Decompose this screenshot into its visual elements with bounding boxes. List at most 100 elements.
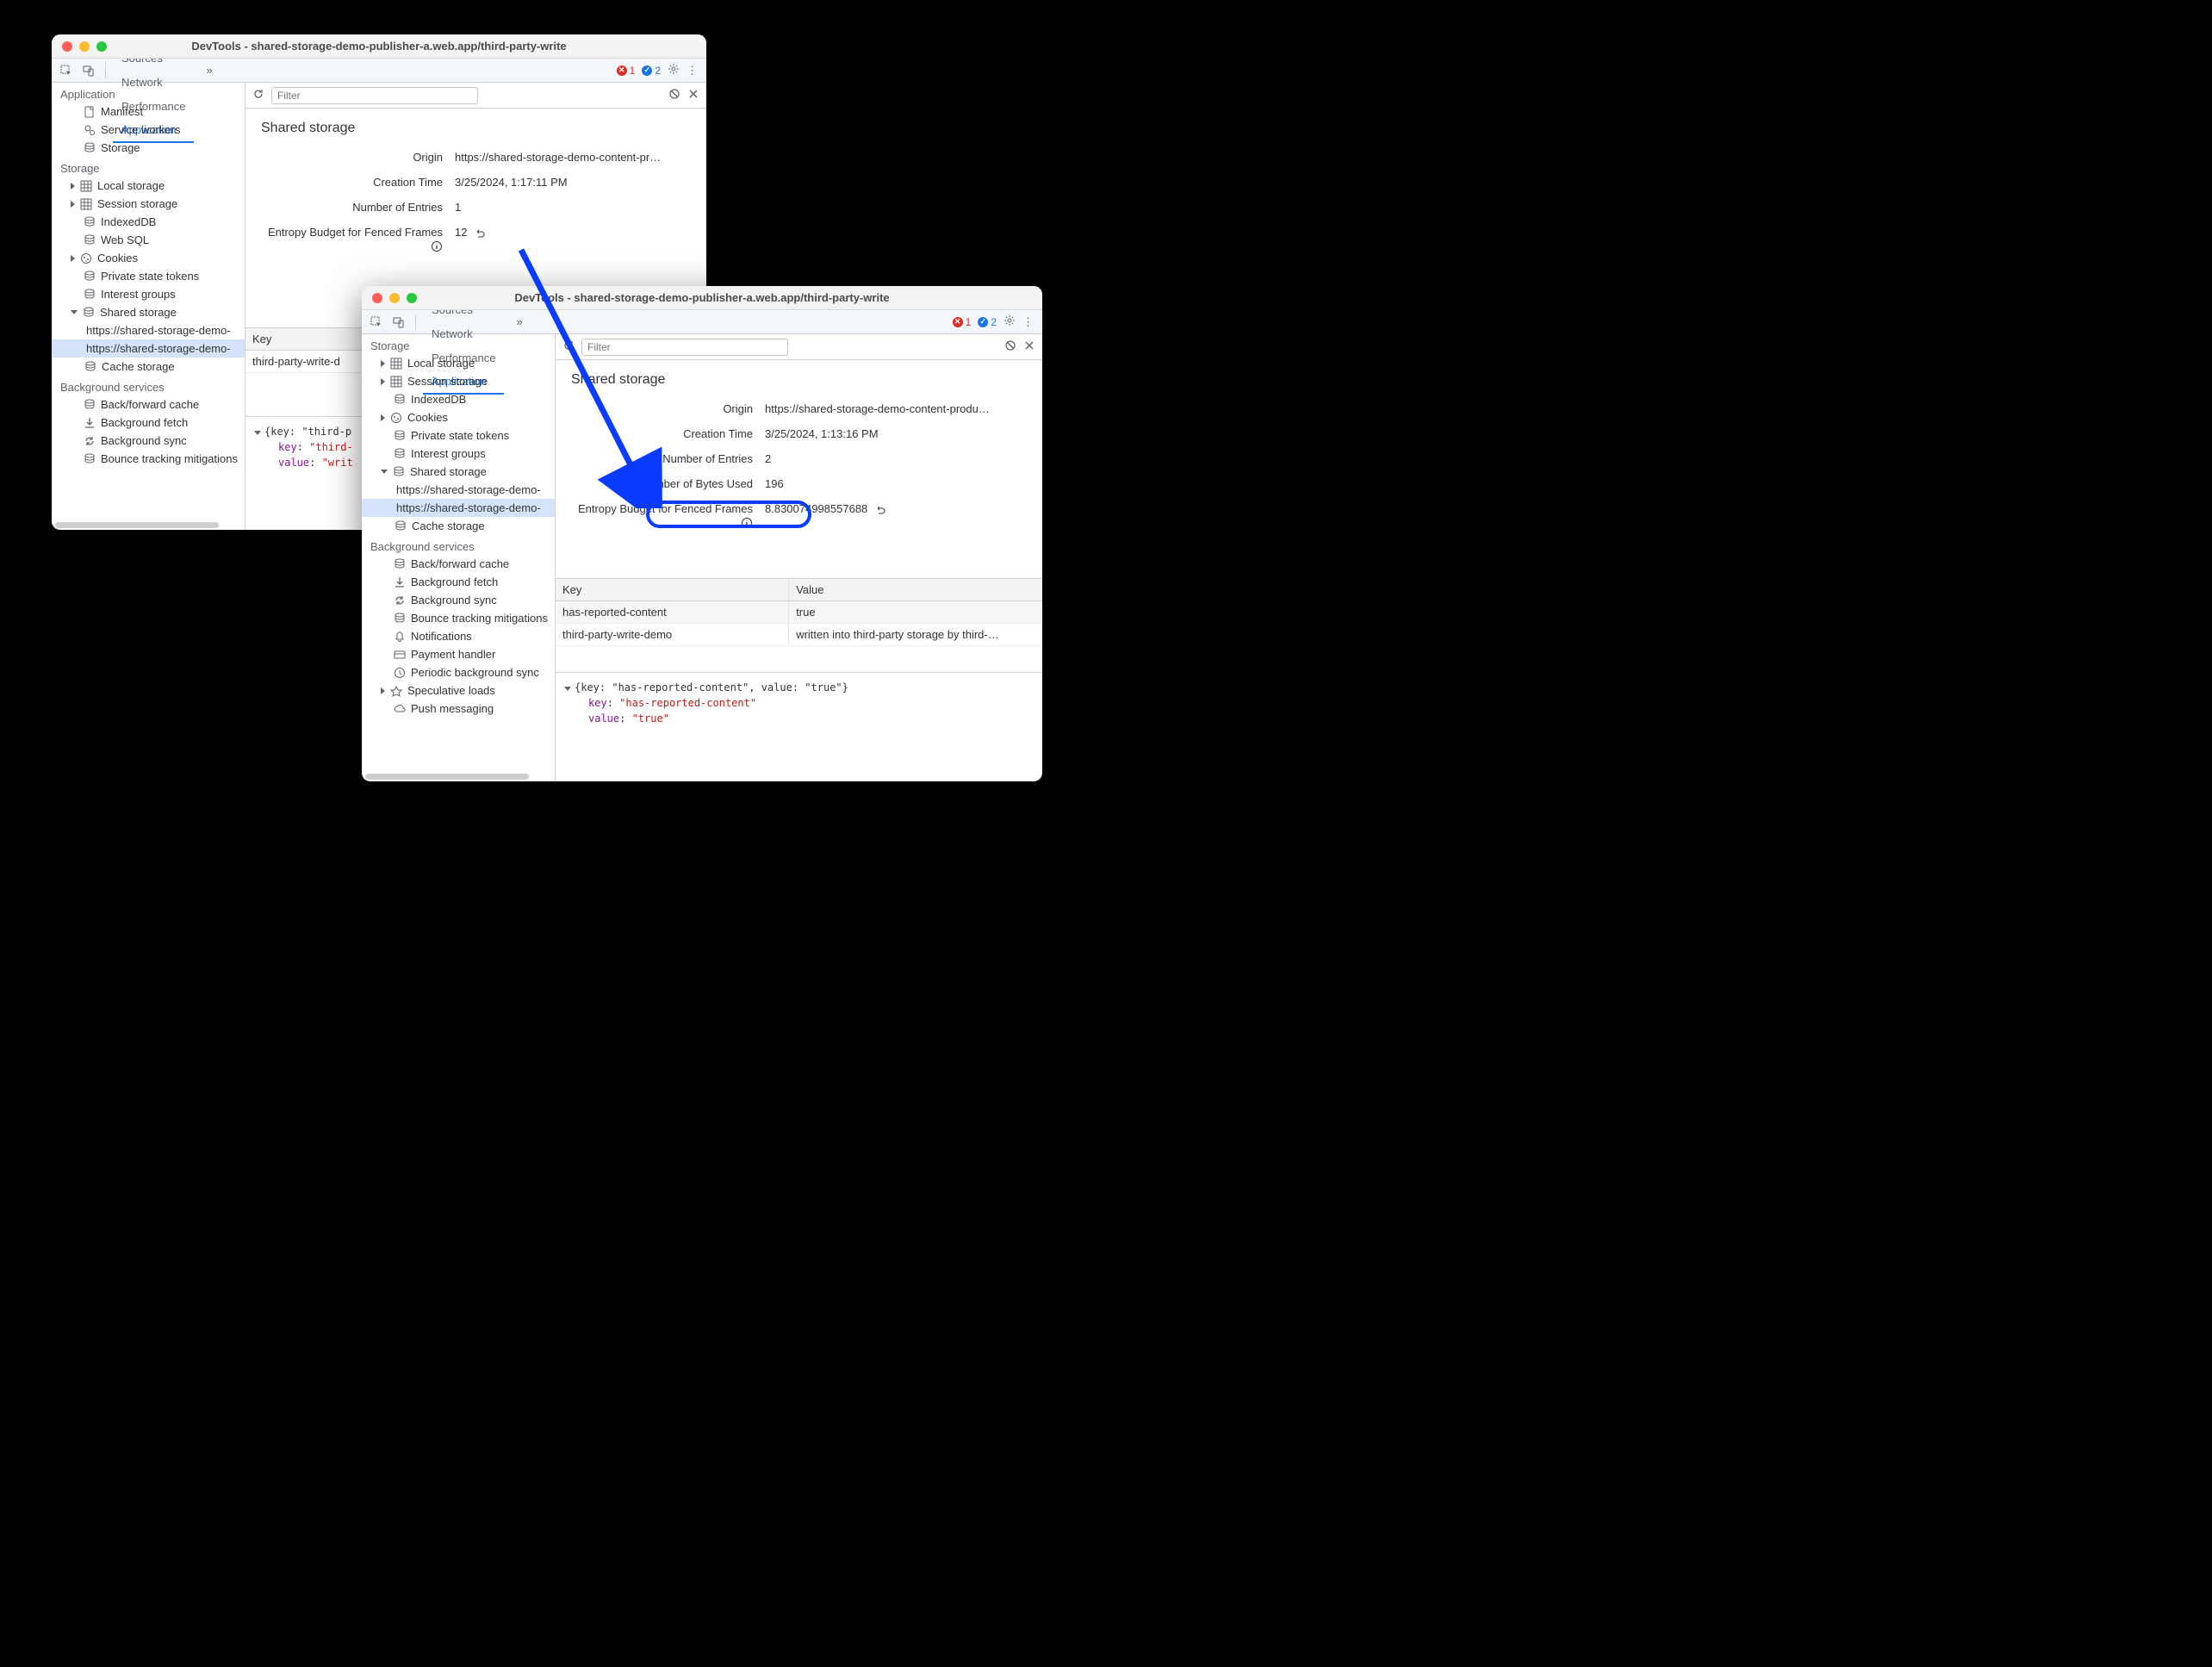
filter-input[interactable] [581, 339, 788, 356]
chevron-right-icon [381, 687, 385, 694]
sidebar-item-manifest[interactable]: Manifest [52, 103, 245, 121]
db-icon [84, 289, 96, 301]
sidebar-item-interest-groups[interactable]: Interest groups [52, 285, 245, 303]
zoom-traffic-light[interactable] [407, 293, 417, 303]
sidebar-item-push-messaging[interactable]: Push messaging [362, 700, 555, 718]
db-icon [393, 466, 405, 478]
kv-value: https://shared-storage-demo-content-prod… [765, 402, 990, 415]
settings-gear-icon[interactable] [668, 63, 680, 78]
sidebar-item-back-forward-cache[interactable]: Back/forward cache [52, 395, 245, 414]
sidebar-section-background-services: Background services [52, 376, 245, 395]
sidebar-item-web-sql[interactable]: Web SQL [52, 231, 245, 249]
sidebar-item-local-storage[interactable]: Local storage [52, 177, 245, 195]
sidebar-item-session-storage[interactable]: Session storage [52, 195, 245, 213]
close-traffic-light[interactable] [62, 41, 72, 52]
application-sidebar: Application ManifestService workersStora… [52, 83, 245, 530]
info-icon[interactable] [431, 240, 443, 252]
zoom-traffic-light[interactable] [96, 41, 107, 52]
chevron-right-icon [71, 201, 75, 208]
filter-input[interactable] [271, 87, 478, 104]
info-icon[interactable] [741, 517, 753, 529]
minimize-traffic-light[interactable] [79, 41, 90, 52]
kv-key: Creation Time [571, 427, 765, 440]
sidebar-item-bounce-tracking-mitigations[interactable]: Bounce tracking mitigations [52, 450, 245, 468]
sidebar-item-shared-origin[interactable]: https://shared-storage-demo- [362, 499, 555, 517]
sidebar-item-storage[interactable]: Storage [52, 139, 245, 157]
device-toggle-icon[interactable] [389, 316, 408, 328]
clear-icon[interactable] [668, 88, 680, 103]
undo-icon[interactable] [874, 504, 886, 516]
chevron-right-icon [381, 378, 385, 385]
error-badge[interactable]: ✕1 [617, 65, 636, 77]
issues-badge[interactable]: ✓2 [978, 316, 997, 328]
expand-toggle-icon[interactable] [564, 687, 571, 691]
table-cell-key: has-reported-content [556, 601, 789, 623]
sidebar-item-private-state-tokens[interactable]: Private state tokens [52, 267, 245, 285]
sidebar-item-back-forward-cache[interactable]: Back/forward cache [362, 555, 555, 573]
db-icon [84, 234, 96, 246]
close-traffic-light[interactable] [372, 293, 382, 303]
minimize-traffic-light[interactable] [389, 293, 400, 303]
sidebar-item-shared-storage[interactable]: Shared storage [52, 303, 245, 321]
kv-row: Entropy Budget for Fenced Frames 12 [245, 220, 706, 258]
horizontal-scrollbar[interactable] [55, 522, 219, 528]
table-row[interactable]: third-party-write-demowritten into third… [556, 624, 1042, 646]
expand-toggle-icon[interactable] [254, 431, 261, 435]
sidebar-item-background-fetch[interactable]: Background fetch [52, 414, 245, 432]
close-icon[interactable] [1023, 339, 1035, 354]
sidebar-item-indexeddb[interactable]: IndexedDB [52, 213, 245, 231]
close-icon[interactable] [687, 88, 699, 103]
chevron-right-icon [71, 255, 75, 262]
sidebar-item-background-sync[interactable]: Background sync [52, 432, 245, 450]
horizontal-scrollbar[interactable] [365, 774, 529, 780]
sidebar-item-shared-origin[interactable]: https://shared-storage-demo- [362, 481, 555, 499]
sidebar-item-speculative-loads[interactable]: Speculative loads [362, 681, 555, 700]
kv-key: Number of Entries [261, 201, 455, 214]
table-row[interactable]: has-reported-contenttrue [556, 601, 1042, 624]
table-header-key[interactable]: Key [556, 579, 789, 600]
sidebar-item-service-workers[interactable]: Service workers [52, 121, 245, 139]
inspect-icon[interactable] [367, 316, 386, 328]
sidebar-item-cache-storage[interactable]: Cache storage [362, 517, 555, 535]
kv-key: Entropy Budget for Fenced Frames [261, 226, 455, 252]
sidebar-item-background-sync[interactable]: Background sync [362, 591, 555, 609]
settings-gear-icon[interactable] [1003, 314, 1016, 329]
table-header-value[interactable]: Value [789, 579, 1042, 600]
tabs-overflow[interactable]: » [197, 59, 221, 83]
sidebar-item-shared-storage[interactable]: Shared storage [362, 463, 555, 481]
sidebar-item-session-storage[interactable]: Session storage [362, 372, 555, 390]
error-badge[interactable]: ✕1 [953, 316, 972, 328]
sidebar-item-cookies[interactable]: Cookies [52, 249, 245, 267]
card-icon [394, 649, 406, 661]
sync-icon [84, 435, 96, 447]
sidebar-item-private-state-tokens[interactable]: Private state tokens [362, 426, 555, 445]
refresh-icon[interactable] [252, 88, 264, 103]
device-toggle-icon[interactable] [79, 65, 98, 77]
kv-row: Number of Entries1 [245, 195, 706, 220]
refresh-icon[interactable] [562, 339, 575, 354]
issues-badge[interactable]: ✓2 [642, 65, 661, 77]
kv-value: 12 [455, 226, 486, 252]
chevron-right-icon [71, 183, 75, 190]
sidebar-item-shared-origin[interactable]: https://shared-storage-demo- [52, 321, 245, 339]
sidebar-item-local-storage[interactable]: Local storage [362, 354, 555, 372]
grid-icon [390, 376, 402, 388]
sidebar-item-background-fetch[interactable]: Background fetch [362, 573, 555, 591]
sidebar-item-payment-handler[interactable]: Payment handler [362, 645, 555, 663]
inspect-icon[interactable] [57, 65, 76, 77]
sidebar-item-indexeddb[interactable]: IndexedDB [362, 390, 555, 408]
database-icon [395, 520, 407, 532]
clear-icon[interactable] [1004, 339, 1016, 354]
sidebar-item-cookies[interactable]: Cookies [362, 408, 555, 426]
tabs-overflow[interactable]: » [507, 310, 531, 334]
sidebar-item-notifications[interactable]: Notifications [362, 627, 555, 645]
sidebar-item-bounce-tracking-mitigations[interactable]: Bounce tracking mitigations [362, 609, 555, 627]
sidebar-item-shared-origin[interactable]: https://shared-storage-demo- [52, 339, 245, 358]
kebab-menu-icon[interactable]: ⋮ [1022, 315, 1034, 329]
db-icon [84, 399, 96, 411]
sidebar-item-interest-groups[interactable]: Interest groups [362, 445, 555, 463]
undo-icon[interactable] [474, 227, 486, 239]
sidebar-item-cache-storage[interactable]: Cache storage [52, 358, 245, 376]
sidebar-item-periodic-background-sync[interactable]: Periodic background sync [362, 663, 555, 681]
kebab-menu-icon[interactable]: ⋮ [687, 64, 698, 78]
